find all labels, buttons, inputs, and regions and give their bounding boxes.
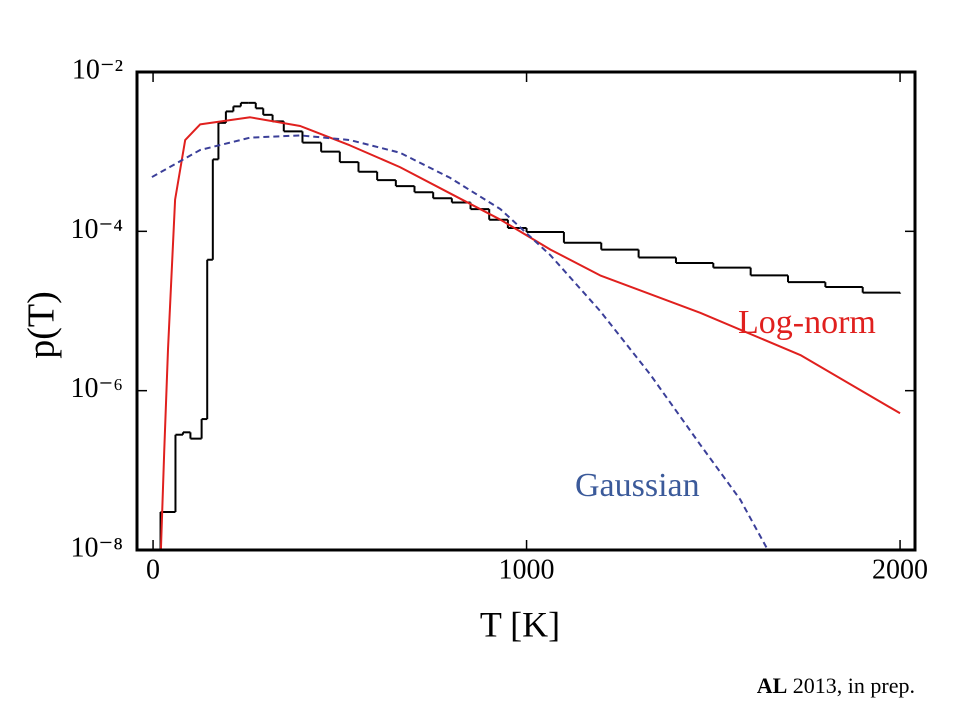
- y-tick-label: 10⁻⁶: [70, 373, 123, 404]
- x-axis-label: T [K]: [480, 604, 560, 644]
- y-tick-label: 10⁻⁸: [70, 532, 123, 563]
- x-tick-label: 0: [146, 554, 160, 585]
- y-tick-label: 10⁻⁴: [70, 214, 123, 245]
- x-tick-label: 1000: [499, 554, 555, 585]
- y-tick-label: 10⁻²: [72, 54, 123, 85]
- series-line: [159, 116, 901, 550]
- x-tick-label: 2000: [872, 554, 928, 585]
- series-line: [151, 134, 768, 550]
- credit: AL 2013, in prep.: [757, 673, 915, 698]
- series-label: Log-norm: [738, 304, 876, 341]
- credit-bold: AL: [757, 673, 788, 698]
- credit-rest: 2013, in prep.: [787, 673, 915, 698]
- plot-area: [151, 101, 902, 550]
- series-label: Gaussian: [575, 467, 700, 504]
- y-axis-label: p(T): [21, 291, 63, 359]
